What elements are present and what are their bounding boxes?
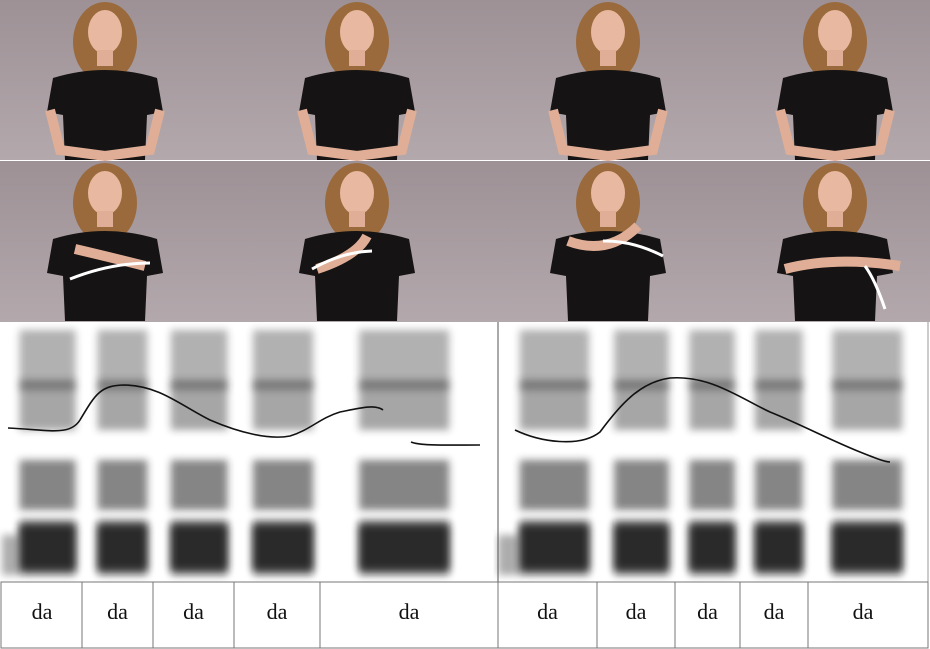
syllable-label: da [32, 599, 53, 624]
syllable-label: da [107, 599, 128, 624]
voice-bar [359, 520, 449, 575]
formant-band [614, 460, 669, 510]
formant-band [171, 380, 228, 430]
formant-band [20, 460, 76, 510]
spectrogram [0, 322, 930, 582]
torso [777, 231, 893, 321]
video-frames [0, 0, 930, 322]
formant-band [832, 380, 902, 430]
formant-band [359, 460, 449, 510]
face [591, 10, 625, 54]
face [340, 10, 374, 54]
tier-box [1, 582, 928, 648]
syllable-label: da [537, 599, 558, 624]
neck [349, 211, 365, 227]
formant-band [359, 380, 449, 430]
face [88, 171, 122, 215]
syllable-tier: da da da da da da da da da da [1, 582, 928, 648]
voice-bar [755, 520, 803, 575]
formant-band [171, 460, 228, 510]
voice-bar [20, 520, 76, 575]
neck [600, 50, 616, 66]
voice-bar [832, 520, 902, 575]
formant-band [253, 460, 313, 510]
voice-bar [689, 520, 735, 575]
syllable-label: da [183, 599, 204, 624]
voice-bar [171, 520, 228, 575]
syllable-label: da [853, 599, 874, 624]
face [818, 171, 852, 215]
voice-bar [614, 520, 669, 575]
neck [600, 211, 616, 227]
face [591, 171, 625, 215]
formant-band [98, 460, 148, 510]
figure: da da da da da da da da da da [0, 0, 930, 649]
voice-bar [520, 520, 589, 575]
voice-bar [98, 520, 148, 575]
formant-band [20, 380, 76, 430]
syllable-label: da [764, 599, 785, 624]
syllable-label: da [697, 599, 718, 624]
neck [97, 211, 113, 227]
formant-band [253, 380, 313, 430]
neck [827, 50, 843, 66]
neck [349, 50, 365, 66]
formant-band [755, 460, 803, 510]
formant-band [520, 380, 589, 430]
voice-bar [253, 520, 313, 575]
neck [827, 211, 843, 227]
noise [498, 535, 520, 575]
formant-band [832, 460, 902, 510]
formant-band [520, 460, 589, 510]
face [340, 171, 374, 215]
syllable-label: da [267, 599, 288, 624]
formant-band [689, 380, 735, 430]
syllable-label: da [626, 599, 647, 624]
neck [97, 50, 113, 66]
noise [2, 535, 20, 575]
syllable-label: da [399, 599, 420, 624]
formant-band [98, 380, 148, 430]
face [818, 10, 852, 54]
face [88, 10, 122, 54]
formant-band [689, 460, 735, 510]
